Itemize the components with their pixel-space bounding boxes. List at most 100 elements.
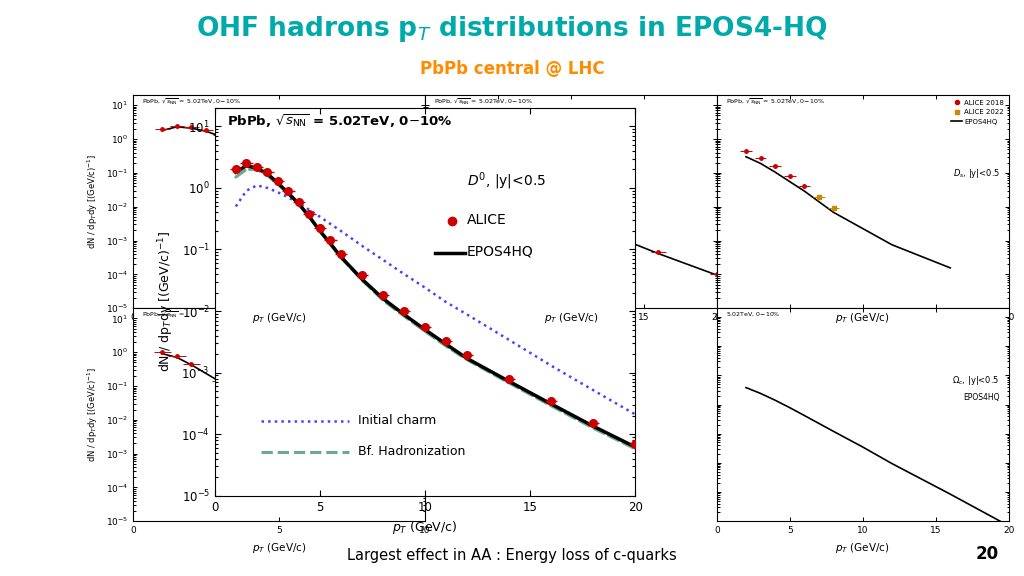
Initial charm [261,184,273,191]
Point [215,229,227,236]
Text: $D^0$, |y|<0.5: $D^0$, |y|<0.5 [255,185,303,199]
Text: $D^+$, |y|<0.5: $D^+$, |y|<0.5 [559,185,611,199]
Bf. Hadronization [377,297,389,304]
Initial charm [241,187,253,194]
Text: $p_T$ (GeV/c): $p_T$ (GeV/c) [544,311,598,325]
Bf. Hadronization [545,402,557,409]
Initial charm [503,336,515,343]
Initial charm [271,189,284,196]
Point [211,242,223,249]
Point [220,197,232,204]
Bf. Hadronization [503,380,515,386]
Y-axis label: dN / dp$_T$dy [(GeV/c)$^{-1}$]: dN / dp$_T$dy [(GeV/c)$^{-1}$] [86,154,100,249]
EPOS4HQ [303,213,315,220]
Initial charm [440,298,453,305]
EPOS4HQ [261,170,273,177]
Text: $p_T$ (GeV/c): $p_T$ (GeV/c) [252,311,306,325]
Y-axis label: dN / dp$_T$dy [(GeV/c)$^{-1}$]: dN / dp$_T$dy [(GeV/c)$^{-1}$] [156,231,176,373]
Text: $\Omega_c$, |y|<0.5: $\Omega_c$, |y|<0.5 [952,374,999,386]
Text: $p_T$ (GeV/c): $p_T$ (GeV/c) [836,311,890,325]
Line: Bf. Hadronization: Bf. Hadronization [236,169,635,449]
Initial charm [355,242,368,249]
Text: OHF hadrons p$_T$ distributions in EPOS4-HQ: OHF hadrons p$_T$ distributions in EPOS4… [196,14,828,44]
Text: EPOS4HQ: EPOS4HQ [964,393,999,402]
EPOS4HQ [419,326,431,333]
Initial charm [229,203,242,210]
Text: 5.02TeV, 0$-$10%: 5.02TeV, 0$-$10% [726,310,780,318]
Bf. Hadronization [440,343,453,350]
Text: Largest effect in AA : Energy loss of c-quarks: Largest effect in AA : Energy loss of c-… [347,548,677,563]
Bf. Hadronization [251,166,263,173]
EPOS4HQ [629,444,641,450]
Bf. Hadronization [397,313,410,320]
Initial charm [251,182,263,189]
Initial charm [325,221,337,228]
Legend: ALICE 2018, ALICE 2022, EPOS4HQ: ALICE 2018, ALICE 2022, EPOS4HQ [950,98,1006,126]
Bf. Hadronization [229,173,242,180]
Line: Initial charm: Initial charm [236,185,635,414]
EPOS4HQ [241,162,253,169]
Initial charm [629,411,641,418]
Bf. Hadronization [419,328,431,335]
Text: PbPb, $\sqrt{s_{\rm NN}}$ = 5.02TeV, 0$-$10%: PbPb, $\sqrt{s_{\rm NN}}$ = 5.02TeV, 0$-… [434,97,532,107]
EPOS4HQ [293,200,305,207]
Initial charm [303,206,315,213]
Bf. Hadronization [303,214,315,221]
EPOS4HQ [587,423,599,430]
EPOS4HQ [377,295,389,302]
Bf. Hadronization [355,276,368,283]
EPOS4HQ [313,228,326,234]
Initial charm [293,200,305,207]
Point [221,197,233,204]
EPOS4HQ [397,311,410,318]
X-axis label: $p_T$ (GeV/c): $p_T$ (GeV/c) [836,541,890,555]
Bf. Hadronization [461,356,473,363]
Initial charm [461,311,473,318]
Text: ALICE: ALICE [467,213,507,227]
Y-axis label: dN / dp$_T$dy [(GeV/c)$^{-1}$]: dN / dp$_T$dy [(GeV/c)$^{-1}$] [86,367,100,463]
Initial charm [397,271,410,278]
Text: PbPb, $\sqrt{s_{\rm NN}}$ = 5.02TeV, 0$-$10%: PbPb, $\sqrt{s_{\rm NN}}$ = 5.02TeV, 0$-… [726,97,824,107]
Initial charm [377,256,389,263]
X-axis label: $p_T$ (GeV/c): $p_T$ (GeV/c) [392,519,458,536]
Point [211,229,223,236]
Bf. Hadronization [325,241,337,248]
X-axis label: $p_T$ (GeV/c): $p_T$ (GeV/c) [252,541,306,555]
Point [215,242,227,249]
EPOS4HQ [229,169,242,176]
Initial charm [335,228,347,234]
Bf. Hadronization [335,254,347,261]
Text: PbPb central @ LHC: PbPb central @ LHC [420,60,604,78]
EPOS4HQ [355,276,368,283]
Initial charm [419,284,431,291]
Text: Bf. Hadronization: Bf. Hadronization [357,445,465,458]
EPOS4HQ [283,190,295,196]
EPOS4HQ [503,378,515,385]
Initial charm [283,194,295,201]
EPOS4HQ [251,165,263,172]
Initial charm [545,362,557,369]
EPOS4HQ [461,355,473,362]
EPOS4HQ [335,253,347,260]
Bf. Hadronization [629,445,641,452]
Bf. Hadronization [587,425,599,431]
EPOS4HQ [325,240,337,247]
Bf. Hadronization [261,172,273,179]
Bf. Hadronization [271,181,284,188]
Bf. Hadronization [313,228,326,234]
Line: EPOS4HQ: EPOS4HQ [236,166,635,447]
Text: EPOS4HQ: EPOS4HQ [467,244,534,258]
Text: $D^0$, |y|<0.5: $D^0$, |y|<0.5 [467,170,546,192]
EPOS4HQ [545,400,557,407]
Text: PbPb, $\sqrt{s_{\rm NN}}$ = 5.02TeV, 0$-$10%: PbPb, $\sqrt{s_{\rm NN}}$ = 5.02TeV, 0$-… [227,112,453,130]
Text: Initial charm: Initial charm [357,414,436,427]
Text: PbPb, $\sqrt{s_{\rm NN}}$ =: PbPb, $\sqrt{s_{\rm NN}}$ = [142,310,185,320]
Bf. Hadronization [241,166,253,173]
Text: 20: 20 [975,545,998,563]
Initial charm [313,213,326,220]
Bf. Hadronization [283,191,295,198]
Text: $D_s$, |y|<0.5: $D_s$, |y|<0.5 [952,167,999,180]
Text: PbPb, $\sqrt{s_{\rm NN}}$ = 5.02TeV, 0$-$10%: PbPb, $\sqrt{s_{\rm NN}}$ = 5.02TeV, 0$-… [142,97,241,107]
Bf. Hadronization [293,201,305,208]
EPOS4HQ [440,340,453,347]
